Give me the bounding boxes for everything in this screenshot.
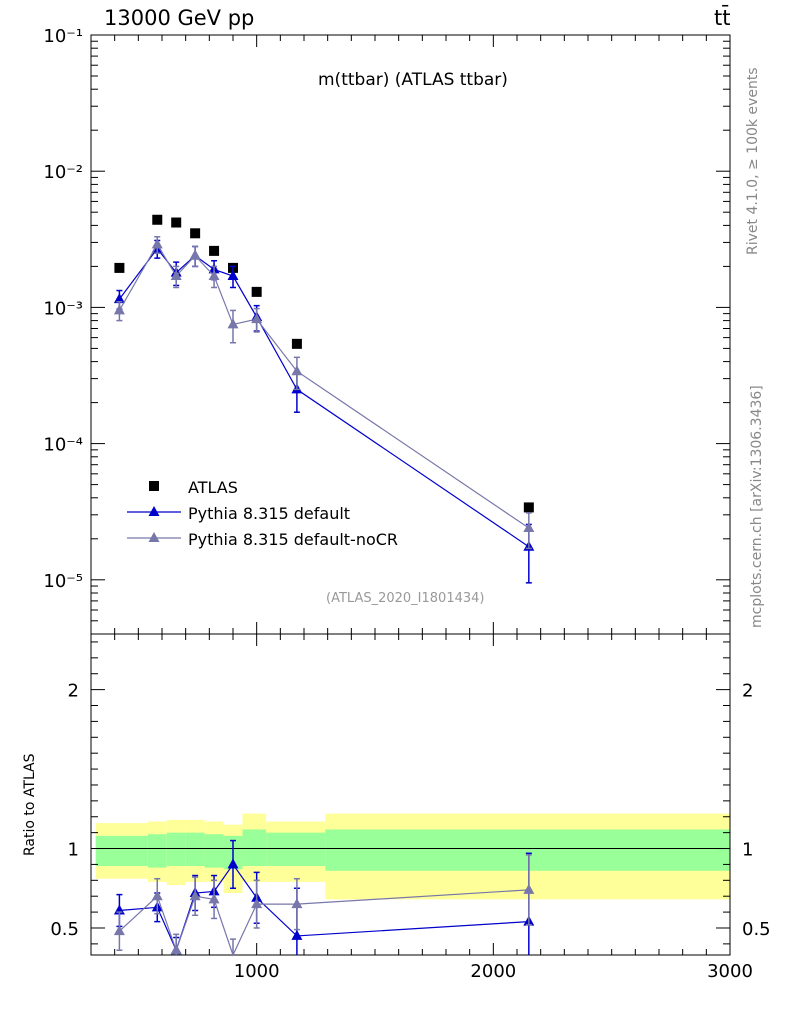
ratio-panel: 1000 2000 3000 0.5 0.5 1 1 2 2 <box>50 35 771 982</box>
default-point <box>227 270 239 281</box>
ratio-nocr-line <box>118 889 529 957</box>
nocr-point <box>227 318 239 329</box>
ratio-ylabel: Ratio to ATLAS <box>22 753 38 856</box>
atlas-point <box>291 338 302 349</box>
ratio-nocr-point <box>523 883 535 894</box>
ratio-band-inner <box>95 835 148 867</box>
nocr-point <box>251 313 263 324</box>
atlas-point <box>209 245 220 256</box>
legend-marker-atlas <box>149 481 159 491</box>
x-tick-label: 3000 <box>707 961 753 982</box>
ratio-y-tick-label: 1 <box>68 840 79 861</box>
x-tick-label: 1000 <box>234 961 280 982</box>
nocr-point <box>113 304 125 315</box>
analysis-id: (ATLAS_2020_I1801434) <box>326 591 485 606</box>
atlas-point <box>251 286 262 297</box>
atlas-point <box>190 228 201 239</box>
ratio-nocr-point <box>291 898 303 909</box>
ratio-nocr-point <box>251 898 263 909</box>
ratio-band-inner <box>204 834 224 868</box>
process-label: tt̄ <box>714 6 731 30</box>
nocr-point <box>151 238 163 249</box>
nocr-point <box>170 270 182 281</box>
atlas-point <box>114 262 125 273</box>
atlas-point <box>152 214 163 225</box>
ratio-band-inner <box>266 832 326 867</box>
ratio-y-tick-label-right: 2 <box>742 681 753 702</box>
ratio-y-tick-label: 0.5 <box>50 919 79 940</box>
default-point <box>113 293 125 304</box>
ratio-default-point <box>227 858 239 869</box>
ratio-y-tick-label-right: 0.5 <box>742 919 771 940</box>
rivet-label: Rivet 4.1.0, ≥ 100k events <box>745 67 761 255</box>
ratio-band-inner <box>166 832 186 867</box>
ratio-band-inner <box>325 829 730 871</box>
y-tick-label: 10⁻⁵ <box>43 571 83 592</box>
nocr-point <box>189 249 201 260</box>
ratio-band-inner <box>185 832 205 867</box>
mcplots-label: mcplots.cern.ch [arXiv:1306.3436] <box>749 385 765 628</box>
legend-label-atlas: ATLAS <box>188 478 238 497</box>
ratio-band-inner <box>242 829 267 867</box>
ratio-nocr-point <box>170 944 182 955</box>
ratio-band-inner <box>147 834 167 868</box>
atlas-point <box>171 217 182 228</box>
ratio-frame <box>90 633 731 956</box>
legend-marker-triangle <box>148 506 160 516</box>
main-panel: 10⁻⁵ 10⁻⁴ 10⁻³ 10⁻² 10⁻¹ <box>43 26 731 955</box>
ratio-nocr-point <box>151 890 163 901</box>
y-tick-label: 10⁻² <box>43 162 83 183</box>
atlas-point <box>523 502 534 513</box>
nocr-line <box>118 243 530 529</box>
main-frame <box>90 34 731 635</box>
plot-title: m(ttbar) (ATLAS ttbar) <box>318 70 508 90</box>
legend-label-nocr: Pythia 8.315 default-noCR <box>188 530 399 549</box>
ratio-default-point <box>291 929 303 940</box>
ratio-y-tick-label-right: 1 <box>742 840 753 861</box>
x-tick-label: 2000 <box>470 961 516 982</box>
y-tick-label: 10⁻³ <box>43 298 83 319</box>
default-line <box>118 247 530 548</box>
y-tick-label: 10⁻⁴ <box>43 435 83 456</box>
ratio-nocr-point <box>208 893 220 904</box>
nocr-point <box>208 270 220 281</box>
y-tick-label: 10⁻¹ <box>43 26 83 47</box>
nocr-point <box>523 522 535 533</box>
legend-label-default: Pythia 8.315 default <box>188 504 351 523</box>
ratio-nocr-point <box>189 890 201 901</box>
legend-marker-triangle <box>148 532 160 542</box>
energy-label: 13000 GeV pp <box>104 6 255 30</box>
ratio-y-tick-label: 2 <box>68 681 79 702</box>
ratio-nocr-point <box>113 925 125 936</box>
nocr-point <box>291 365 303 376</box>
